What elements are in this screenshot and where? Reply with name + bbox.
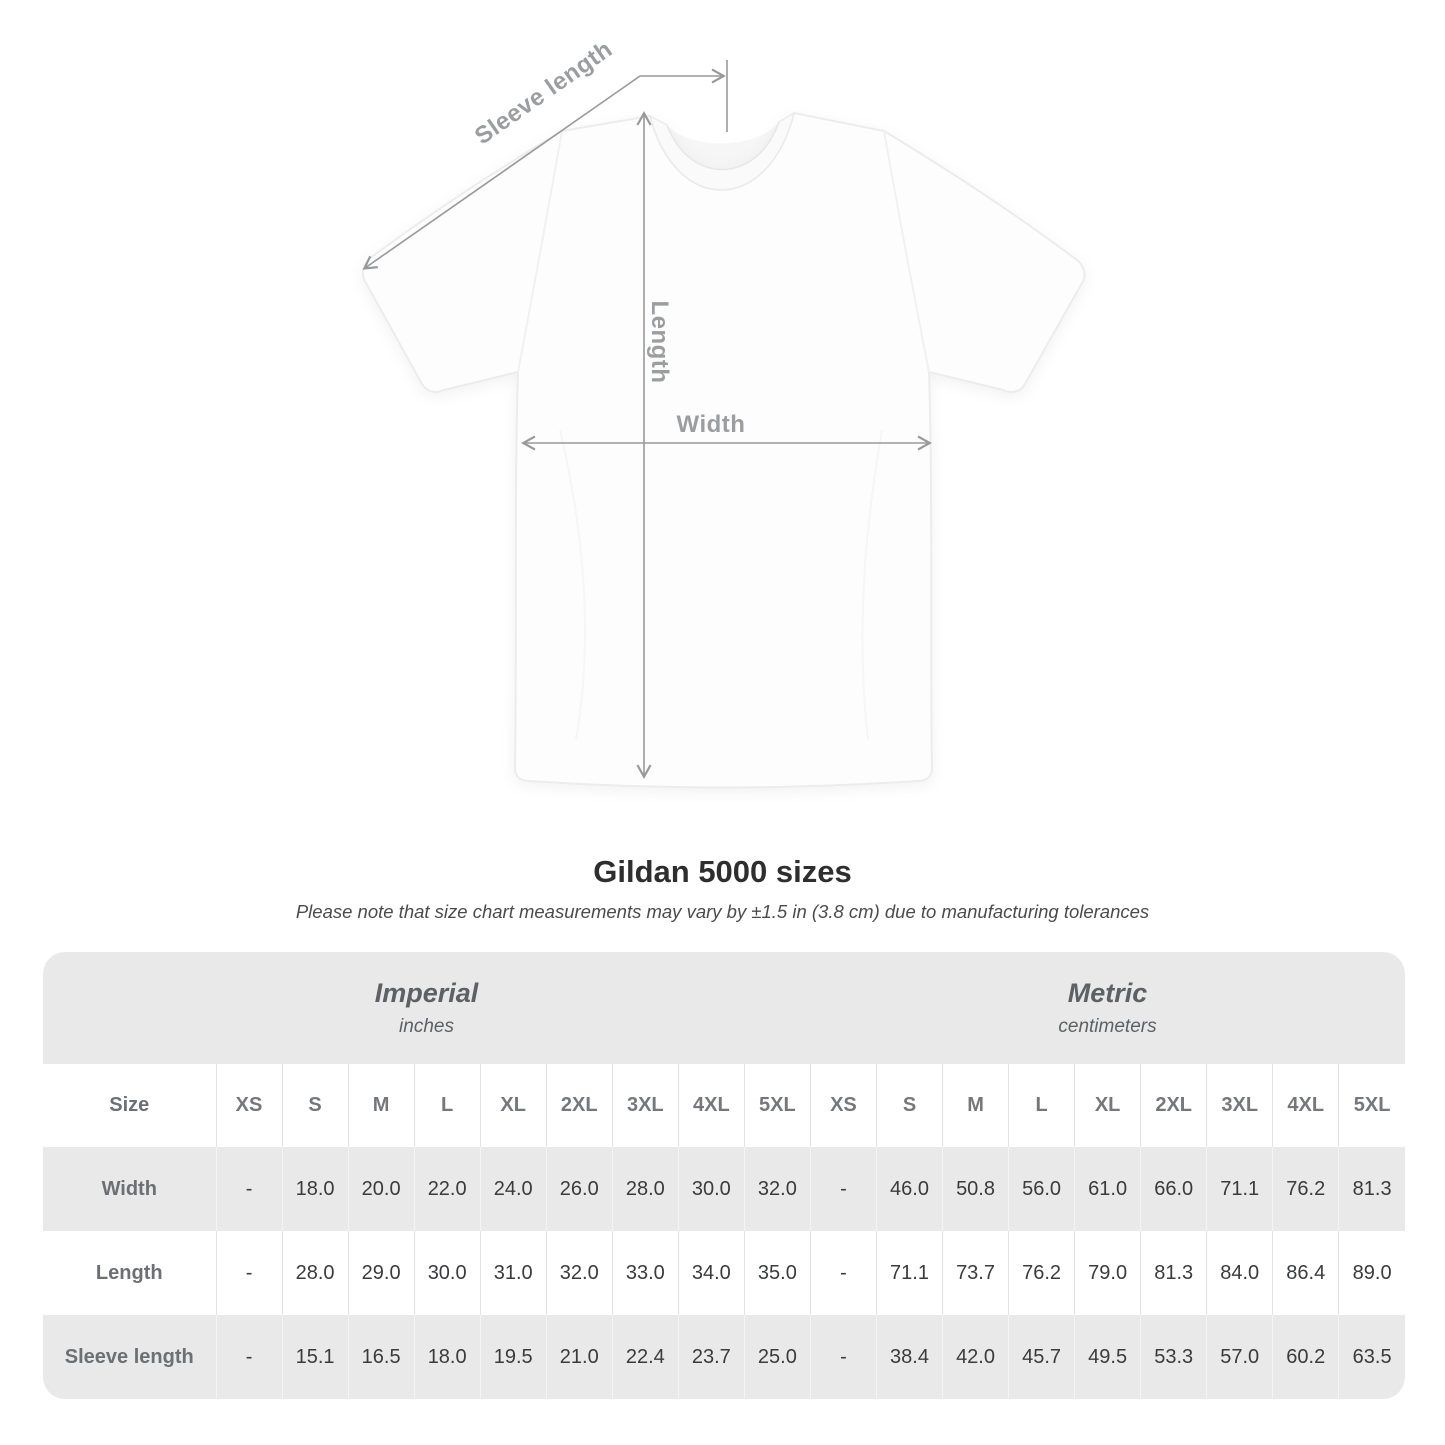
measurement-cell: 16.5 — [347, 1315, 415, 1399]
measurement-cell: 50.8 — [942, 1147, 1009, 1231]
measurement-cell: 31.0 — [479, 1231, 547, 1315]
measurement-cell: 49.5 — [1074, 1315, 1141, 1399]
measurement-cell: 84.0 — [1206, 1231, 1273, 1315]
sleeve-length-arrow — [362, 60, 728, 270]
measurement-cell: 89.0 — [1338, 1231, 1405, 1315]
size-col-header: L — [1008, 1064, 1075, 1147]
table-row: Width -18.0 20.0 22.0 24.0 26.0 28.0 30.0 32.0-4… — [43, 1147, 1405, 1231]
measurement-cell: 73.7 — [942, 1231, 1009, 1315]
measurement-cell: 34.0 — [677, 1231, 745, 1315]
size-col-header: 3XL — [611, 1064, 679, 1147]
page-title: Gildan 5000 sizes — [593, 854, 852, 889]
size-col-header: XS — [215, 1064, 283, 1147]
measurement-cell: 25.0 — [743, 1315, 811, 1399]
size-header-label: Size — [109, 1094, 150, 1116]
measurement-cell: 18.0 — [413, 1315, 481, 1399]
size-col-header: S — [875, 1064, 943, 1147]
size-col-header: 4XL — [677, 1064, 745, 1147]
size-table: Size XS S M L XL 2XL 3XL 4XL 5XL XS S M … — [43, 1064, 1405, 1399]
measurement-cell: 81.3 — [1140, 1231, 1207, 1315]
measurement-cell: 20.0 — [347, 1147, 415, 1231]
measurement-cell: 22.4 — [611, 1315, 679, 1399]
measurement-cell: 35.0 — [743, 1231, 811, 1315]
measurement-cell: 56.0 — [1008, 1147, 1075, 1231]
size-col-header: 2XL — [1140, 1064, 1207, 1147]
measurement-cell: 46.0 — [875, 1147, 943, 1231]
row-label: Sleeve length — [64, 1345, 194, 1368]
measurement-cell: 33.0 — [611, 1231, 679, 1315]
measurement-cell: 60.2 — [1272, 1315, 1339, 1399]
size-header-row: Size XS S M L XL 2XL 3XL 4XL 5XL XS S M … — [43, 1064, 1405, 1147]
measurement-cell: 32.0 — [743, 1147, 811, 1231]
measurement-cell: 81.3 — [1338, 1147, 1405, 1231]
unit-header-band: Imperial inches Metric centimeters — [43, 952, 1405, 1064]
measurement-cell: 71.1 — [875, 1231, 943, 1315]
measurement-cell: - — [215, 1147, 283, 1231]
table-row: Sleeve length -15.1 16.5 18.0 19.5 21.0 22.4 23… — [43, 1315, 1405, 1399]
imperial-sublabel: inches — [399, 1016, 454, 1037]
table-row: Length -28.0 29.0 30.0 31.0 32.0 33.0 34.0 35.0-… — [43, 1231, 1405, 1315]
measurement-cell: 32.0 — [545, 1231, 613, 1315]
measurement-cell: 45.7 — [1008, 1315, 1075, 1399]
page-subtitle: Please note that size chart measurements… — [295, 901, 1150, 922]
measurement-cell: - — [809, 1147, 877, 1231]
imperial-header: Imperial inches — [43, 952, 810, 1064]
metric-sublabel: centimeters — [1058, 1016, 1157, 1037]
measurement-cell: 18.0 — [281, 1147, 349, 1231]
measurement-cell: 23.7 — [677, 1315, 745, 1399]
width-label: Width — [677, 411, 746, 438]
tshirt-graphic — [361, 111, 1086, 789]
size-table-body: Width -18.0 20.0 22.0 24.0 26.0 28.0 30.0 32.0-4… — [43, 1147, 1405, 1399]
measurement-cell: 86.4 — [1272, 1231, 1339, 1315]
metric-header: Metric centimeters — [810, 952, 1405, 1064]
size-col-header: XL — [1074, 1064, 1141, 1147]
measurement-cell: 15.1 — [281, 1315, 349, 1399]
tshirt-measurement-diagram: Sleeve length Length Width — [361, 36, 1086, 789]
measurement-cell: - — [809, 1231, 877, 1315]
measurement-cell: 53.3 — [1140, 1315, 1207, 1399]
measurement-cell: 57.0 — [1206, 1315, 1273, 1399]
size-col-header: XL — [479, 1064, 547, 1147]
size-col-header: 4XL — [1272, 1064, 1339, 1147]
size-col-header: 5XL — [743, 1064, 811, 1147]
row-label: Length — [95, 1261, 163, 1284]
measurement-cell: - — [215, 1315, 283, 1399]
measurement-cell: 28.0 — [281, 1231, 349, 1315]
size-col-header: XS — [809, 1064, 877, 1147]
size-chart-card: Imperial inches Metric centimeters Size … — [43, 952, 1405, 1399]
measurement-cell: 76.2 — [1008, 1231, 1075, 1315]
measurement-cell: 76.2 — [1272, 1147, 1339, 1231]
measurement-cell: 30.0 — [413, 1231, 481, 1315]
size-col-header: L — [413, 1064, 481, 1147]
size-col-header: M — [347, 1064, 415, 1147]
measurement-cell: - — [215, 1231, 283, 1315]
measurement-cell: 66.0 — [1140, 1147, 1207, 1231]
metric-label: Metric — [1067, 978, 1148, 1008]
measurement-cell: 26.0 — [545, 1147, 613, 1231]
measurement-cell: 21.0 — [545, 1315, 613, 1399]
measurement-cell: 28.0 — [611, 1147, 679, 1231]
measurement-cell: 29.0 — [347, 1231, 415, 1315]
measurement-cell: 42.0 — [942, 1315, 1009, 1399]
measurement-cell: 61.0 — [1074, 1147, 1141, 1231]
measurement-cell: 38.4 — [875, 1315, 943, 1399]
measurement-cell: 19.5 — [479, 1315, 547, 1399]
measurement-cell: 63.5 — [1338, 1315, 1405, 1399]
row-label: Width — [101, 1177, 157, 1200]
size-col-header: 5XL — [1338, 1064, 1405, 1147]
length-label: Length — [646, 301, 673, 384]
measurement-cell: 24.0 — [479, 1147, 547, 1231]
measurement-cell: - — [809, 1315, 877, 1399]
measurement-cell: 22.0 — [413, 1147, 481, 1231]
size-col-header: 3XL — [1206, 1064, 1273, 1147]
size-col-header: 2XL — [545, 1064, 613, 1147]
measurement-cell: 79.0 — [1074, 1231, 1141, 1315]
measurement-cell: 30.0 — [677, 1147, 745, 1231]
size-col-header: M — [942, 1064, 1009, 1147]
size-col-header: S — [281, 1064, 349, 1147]
measurement-cell: 71.1 — [1206, 1147, 1273, 1231]
imperial-label: Imperial — [374, 978, 479, 1008]
